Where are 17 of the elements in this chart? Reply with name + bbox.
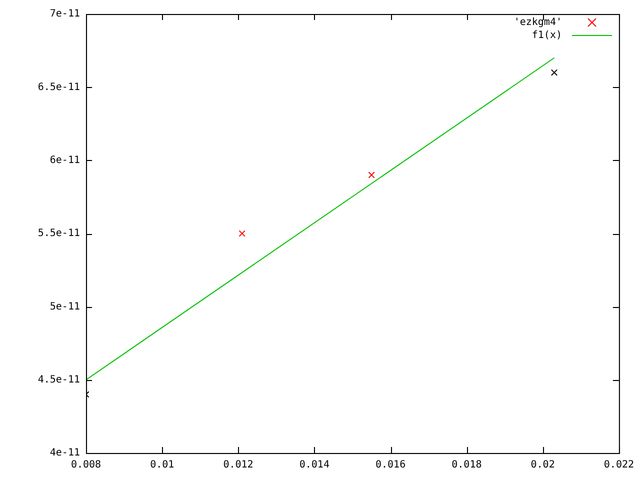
x-tick-label: 0.02 <box>530 460 555 471</box>
x-tick-label: 0.014 <box>299 460 330 471</box>
y-tick-label: 6.5e-11 <box>38 82 80 93</box>
y-tick-label: 4.5e-11 <box>38 374 80 386</box>
y-tick-label: 4e-11 <box>50 448 80 459</box>
y-tick-label: 5.5e-11 <box>38 228 80 240</box>
x-tick-label: 0.008 <box>70 460 102 471</box>
x-tick-label: 0.012 <box>223 460 254 471</box>
x-tick-label: 0.018 <box>452 460 482 471</box>
x-tick-label: 0.022 <box>604 460 634 471</box>
series-label: f1(x) <box>532 29 562 42</box>
y-tick-label: 5e-11 <box>50 301 80 312</box>
legend-label: 'ezkgm4' <box>514 16 562 29</box>
y-tick-label: 6e-11 <box>50 154 80 166</box>
x-tick-label: 0.016 <box>375 460 406 471</box>
y-tick-label: 7e-11 <box>50 8 80 20</box>
x-tick-label: 0.01 <box>150 460 174 471</box>
